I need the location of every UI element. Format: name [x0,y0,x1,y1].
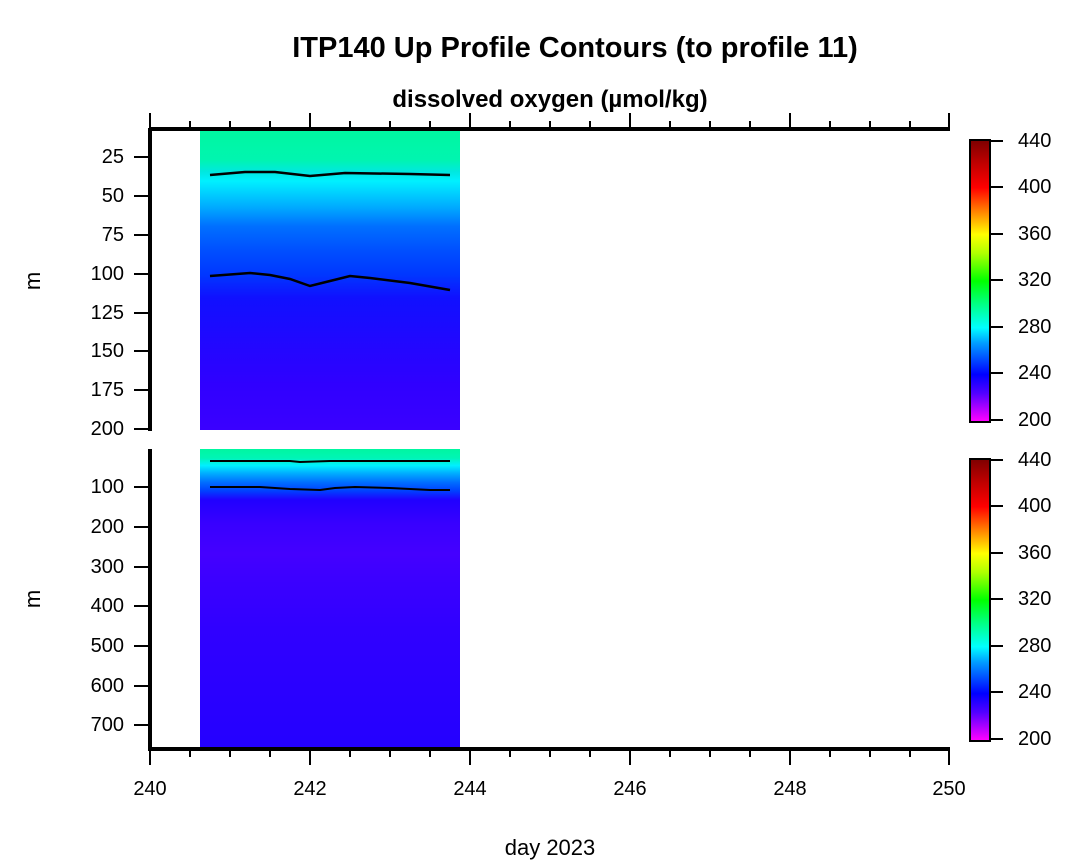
x-tick: 246 [613,778,647,800]
contour-240-top [209,271,451,292]
y-tick-bottom: 600 [90,675,124,697]
y-tick-top: 25 [101,146,124,168]
y-tick-top: 75 [101,224,124,246]
x-tick: 250 [932,778,966,800]
x-tick: 242 [293,778,327,800]
y-tick-top: 125 [90,302,124,324]
x-tick: 248 [773,778,807,800]
cb-top-tick: 320 [1018,269,1052,291]
cb-bottom-tick: 280 [1018,635,1052,657]
cb-top-tick: 240 [1018,362,1052,384]
colorbar-top [969,139,991,423]
cb-top-tick: 360 [1018,223,1052,245]
y-tick-top: 200 [90,418,124,440]
x-axis-label: day 2023 [504,835,596,860]
cb-bottom-tick: 440 [1018,449,1052,471]
y-tick-bottom: 300 [90,556,124,578]
y-tick-bottom: 100 [90,476,124,498]
cb-top-tick: 280 [1018,316,1052,338]
y-tick-bottom: 700 [90,714,124,736]
y-tick-top: 50 [101,185,124,207]
cb-bottom-tick: 320 [1018,588,1052,610]
cb-top-tick: 400 [1018,176,1052,198]
y-tick-bottom: 200 [90,516,124,538]
cb-bottom-tick: 240 [1018,681,1052,703]
colorbar-bottom [969,458,991,742]
contour-240-bottom [210,485,450,492]
y-tick-top: 150 [90,340,124,362]
y-tick-top: 100 [90,263,124,285]
y-tick-top: 175 [90,379,124,401]
chart-title: ITP140 Up Profile Contours (to profile 1… [292,32,858,64]
cb-bottom-tick: 360 [1018,542,1052,564]
cb-top-tick: 200 [1018,409,1052,431]
y-tick-bottom: 400 [90,595,124,617]
x-tick: 244 [453,778,487,800]
x-tick: 240 [133,778,167,800]
cb-bottom-tick: 200 [1018,728,1052,750]
contour-280-top [209,170,451,178]
y-axis-label-top: m [20,271,46,291]
cb-top-tick: 440 [1018,130,1052,152]
contour-280-bottom [210,460,450,464]
chart-subtitle: dissolved oxygen (µmol/kg) [392,86,708,113]
y-tick-bottom: 500 [90,635,124,657]
y-axis-label-bottom: m [20,589,46,609]
bottom-panel-heatmap [200,449,460,749]
cb-bottom-tick: 400 [1018,495,1052,517]
